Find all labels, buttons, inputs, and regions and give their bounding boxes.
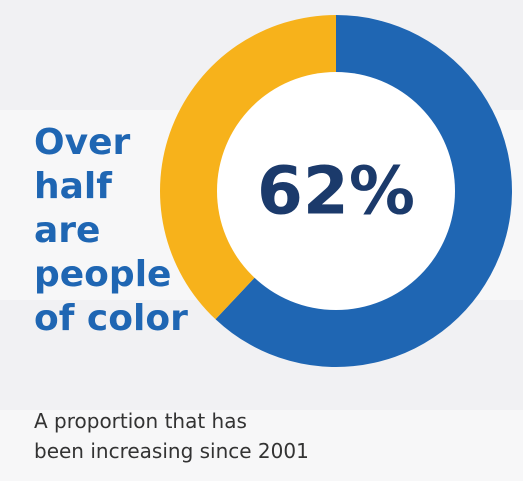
headline-line: Over — [34, 122, 131, 163]
center-percentage-label: 62% — [257, 153, 415, 230]
headline-line: of color — [34, 298, 188, 339]
headline-line: half — [34, 166, 112, 207]
caption: A proportion that has been increasing si… — [34, 406, 309, 466]
headline: Over half are people of color — [34, 121, 204, 341]
headline-line: are — [34, 210, 101, 251]
caption-line: been increasing since 2001 — [34, 439, 309, 463]
headline-line: people — [34, 254, 172, 295]
caption-line: A proportion that has — [34, 409, 247, 433]
donut-hole — [217, 72, 455, 310]
